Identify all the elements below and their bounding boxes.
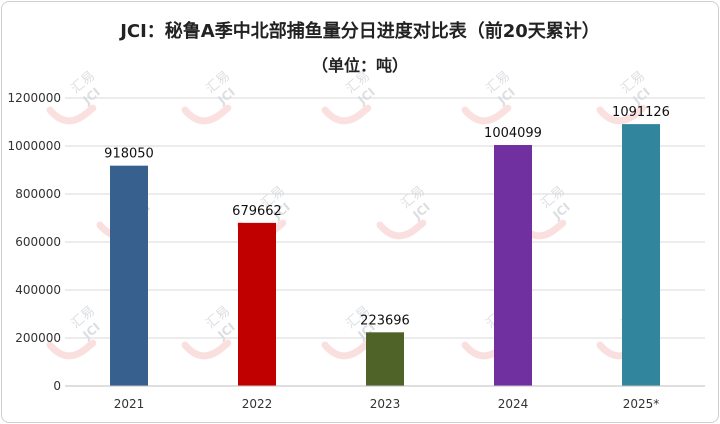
data-label: 1004099 xyxy=(484,126,542,141)
x-axis: 2021 2022 2023 2024 2025* xyxy=(65,385,705,411)
bar xyxy=(622,124,660,386)
bar xyxy=(110,165,148,386)
gridlines xyxy=(65,97,705,339)
data-label: 1091126 xyxy=(612,105,670,120)
bar xyxy=(238,222,276,386)
data-labels: 918050 679662 223696 1004099 1091126 xyxy=(104,105,670,328)
y-tick-label: 0 xyxy=(53,379,61,393)
chart-title: JCI：秘鲁A季中北部捕鱼量分日进度对比表（前20天累计） xyxy=(118,20,600,42)
x-tick-label: 2024 xyxy=(498,397,529,411)
bars xyxy=(110,124,660,386)
x-tick-label: 2021 xyxy=(114,397,145,411)
chart-subtitle: （单位：吨） xyxy=(312,56,408,75)
x-tick-label: 2025* xyxy=(623,397,660,411)
y-tick-label: 1000000 xyxy=(8,139,61,153)
y-axis: 0 200000 400000 600000 800000 1000000 1200000 xyxy=(8,91,61,393)
y-tick-label: 200000 xyxy=(15,331,61,345)
y-tick-label: 800000 xyxy=(15,187,61,201)
data-label: 679662 xyxy=(232,204,282,219)
y-tick-label: 1200000 xyxy=(8,91,61,105)
y-tick-label: 400000 xyxy=(15,283,61,297)
x-tick-label: 2022 xyxy=(242,397,273,411)
y-tick-label: 600000 xyxy=(15,235,61,249)
x-tick-label: 2023 xyxy=(370,397,401,411)
data-label: 918050 xyxy=(104,147,154,162)
bar xyxy=(366,332,404,386)
bar xyxy=(494,145,532,386)
data-label: 223696 xyxy=(360,313,410,328)
